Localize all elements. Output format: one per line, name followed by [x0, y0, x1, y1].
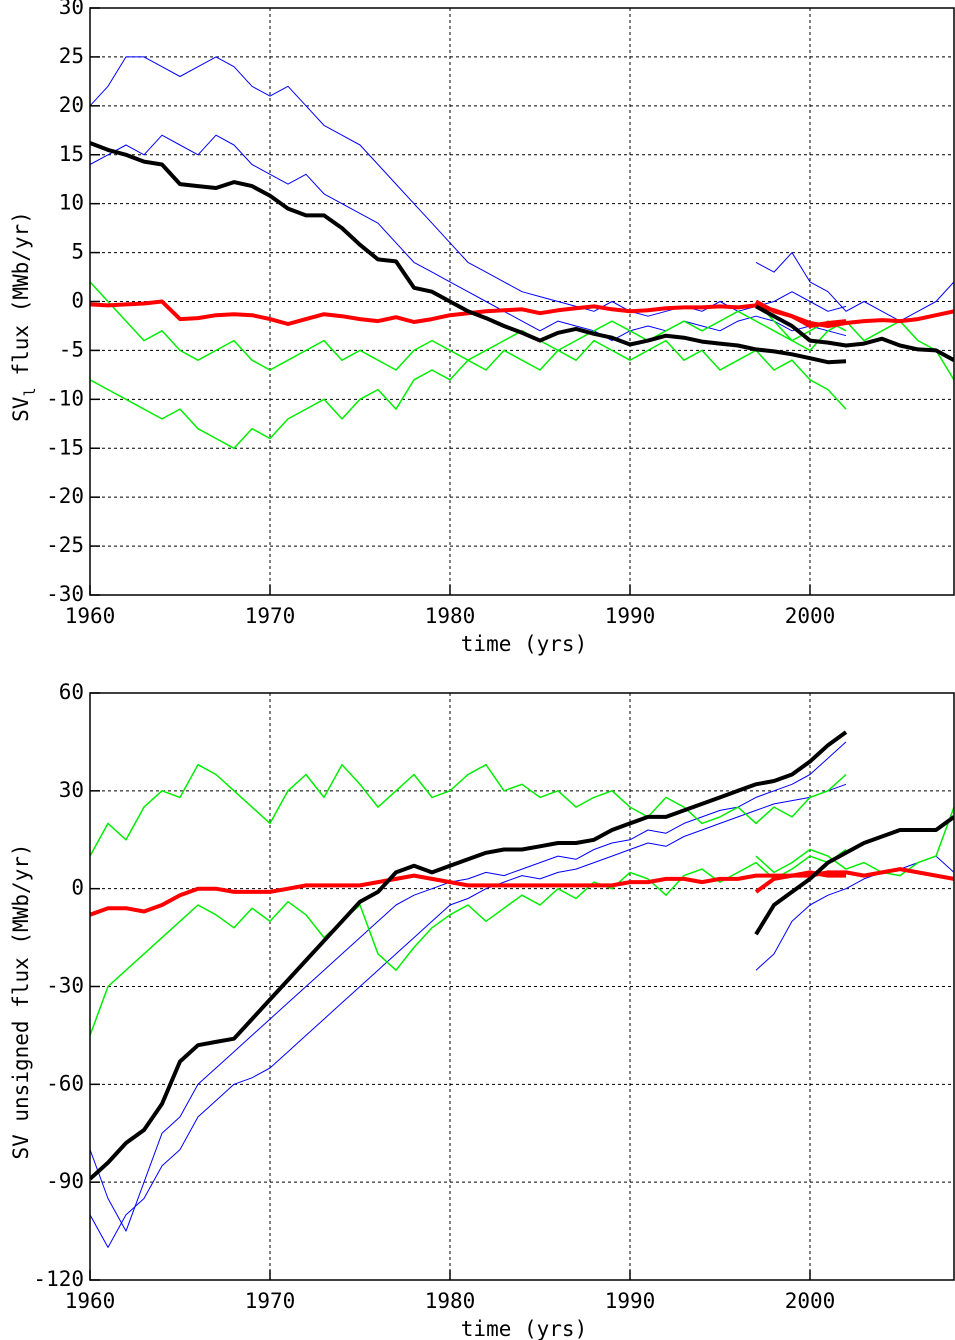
series-line: [755, 300, 954, 381]
series-line: [90, 730, 848, 1181]
x-tick-label: 1990: [605, 1289, 656, 1313]
y-tick-label: -30: [46, 582, 84, 606]
y-tick-label: -30: [46, 974, 84, 998]
x-tick-label: 2000: [785, 604, 836, 628]
x-tick-label: 1960: [65, 1289, 116, 1313]
y-tick-label: 30: [59, 778, 84, 802]
series-line: [90, 763, 847, 857]
y-tick-label: -10: [46, 386, 84, 410]
series-line: [90, 339, 847, 450]
series-line: [90, 134, 847, 342]
y-axis-label: SV unsigned flux (MWb/yr): [9, 843, 33, 1159]
y-tick-label: -20: [46, 484, 84, 508]
series-line: [755, 252, 954, 322]
plot-lines: [90, 56, 954, 450]
y-tick-label: 15: [59, 142, 84, 166]
series-line: [90, 141, 847, 365]
series-line: [754, 867, 954, 894]
y-tick-label: -5: [59, 337, 84, 361]
y-tick-label: 20: [59, 93, 84, 117]
y-tick-label: -15: [46, 435, 84, 459]
y-axis-label-main: SV unsigned flux (MWb/yr): [9, 843, 33, 1159]
series-line: [90, 281, 847, 371]
y-tick-label: 60: [59, 680, 84, 704]
series-line: [90, 56, 847, 317]
y-axis-label-sub: l: [21, 388, 39, 397]
series-line: [755, 299, 954, 328]
x-tick-label: 1960: [65, 604, 116, 628]
y-tick-label: -120: [33, 1267, 84, 1291]
y-tick-label: 0: [71, 876, 84, 900]
y-tick-label: 0: [71, 289, 84, 313]
x-axis-label: time (yrs): [461, 1317, 587, 1340]
x-tick-label: 1980: [425, 604, 476, 628]
series-line: [754, 815, 954, 936]
y-axis-label: SVl flux (MWb/yr): [9, 211, 39, 422]
y-tick-label: -60: [46, 1071, 84, 1095]
x-tick-label: 2000: [785, 1289, 836, 1313]
y-axis-label-main: SV: [9, 396, 33, 422]
y-tick-label: -90: [46, 1169, 84, 1193]
series-line: [90, 783, 847, 1248]
x-axis-label: time (yrs): [461, 632, 587, 656]
x-tick-label: 1970: [245, 604, 296, 628]
series-line: [90, 848, 847, 1036]
x-tick-label: 1990: [605, 604, 656, 628]
x-tick-label: 1980: [425, 1289, 476, 1313]
series-line: [90, 870, 846, 917]
y-tick-label: -25: [46, 533, 84, 557]
series-line: [755, 304, 954, 362]
y-tick-label: 10: [59, 191, 84, 215]
y-tick-label: 30: [59, 0, 84, 19]
x-tick-label: 1970: [245, 1289, 296, 1313]
plot-lines: [90, 730, 954, 1248]
y-axis-label-rest: flux (MWb/yr): [9, 211, 33, 375]
series-line: [90, 741, 847, 1232]
series-line: [755, 806, 954, 877]
y-tick-label: 25: [59, 44, 84, 68]
y-tick-label: 5: [71, 240, 84, 264]
